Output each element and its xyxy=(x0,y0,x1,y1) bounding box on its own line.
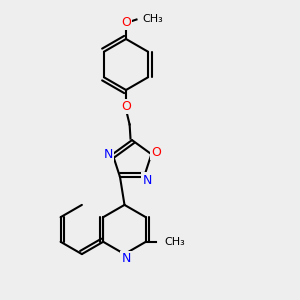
Text: O: O xyxy=(151,146,161,159)
Text: O: O xyxy=(121,100,131,113)
Text: O: O xyxy=(121,16,131,29)
Text: N: N xyxy=(142,173,152,187)
Text: CH₃: CH₃ xyxy=(142,14,163,25)
Text: CH₃: CH₃ xyxy=(165,237,185,247)
Text: N: N xyxy=(121,252,131,265)
Text: N: N xyxy=(103,148,113,161)
